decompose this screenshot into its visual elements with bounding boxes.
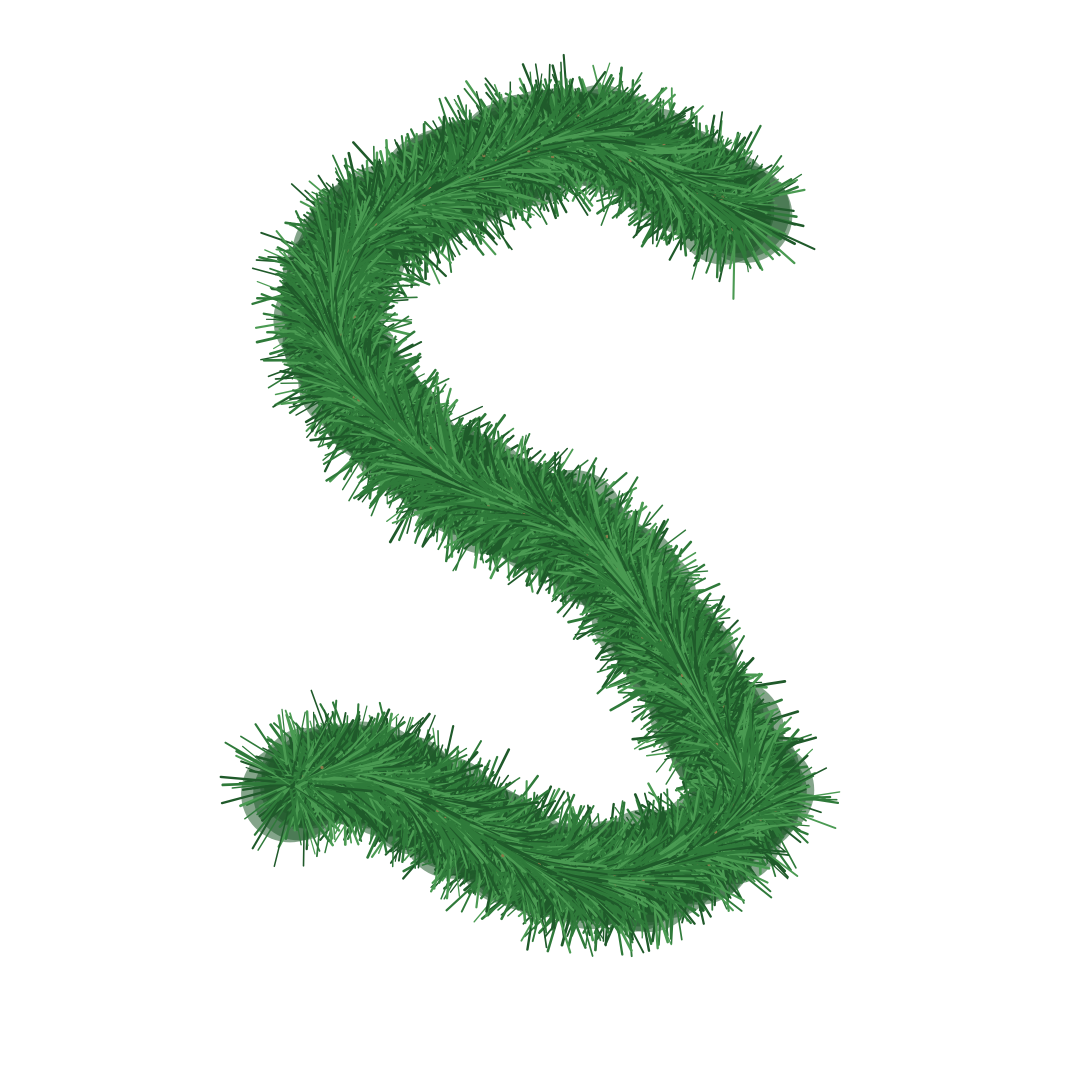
pine-garland-illustration <box>219 53 841 958</box>
product-photo <box>219 53 841 958</box>
